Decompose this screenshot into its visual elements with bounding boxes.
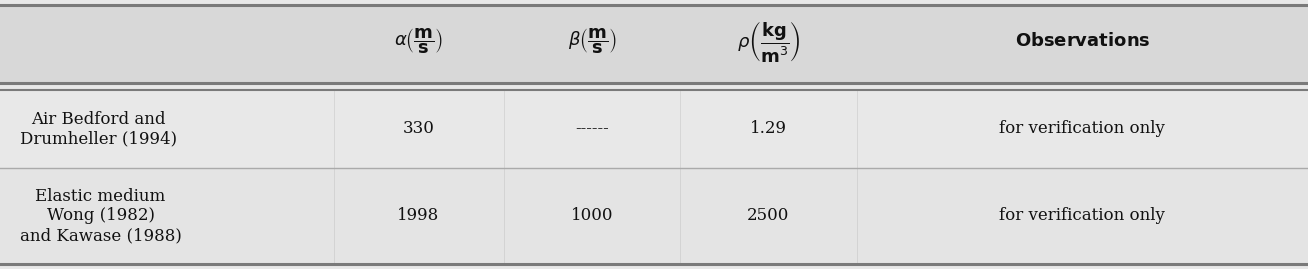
Text: $\mathbf{Observations}$: $\mathbf{Observations}$ [1015,33,1150,50]
Text: $\beta\left(\dfrac{\mathbf{m}}{\mathbf{s}}\right)$: $\beta\left(\dfrac{\mathbf{m}}{\mathbf{s… [568,27,616,56]
Text: $\rho\left(\dfrac{\mathbf{kg}}{\mathbf{m}^3}\right)$: $\rho\left(\dfrac{\mathbf{kg}}{\mathbf{m… [736,19,800,64]
Bar [0,168,1308,264]
Text: 1998: 1998 [398,207,439,224]
Text: ------: ------ [576,120,608,137]
Text: Elastic medium
Wong (1982)
and Kawase (1988): Elastic medium Wong (1982) and Kawase (1… [20,188,182,244]
Text: 2500: 2500 [747,207,790,224]
Text: 1.29: 1.29 [749,120,787,137]
Text: $\alpha\left(\dfrac{\mathbf{m}}{\mathbf{s}}\right)$: $\alpha\left(\dfrac{\mathbf{m}}{\mathbf{… [394,27,443,56]
Text: 330: 330 [403,120,434,137]
Bar [0,5,1308,83]
Text: Air Bedford and
Drumheller (1994): Air Bedford and Drumheller (1994) [20,111,177,147]
Text: for verification only: for verification only [999,207,1165,224]
Bar [0,83,1308,168]
Text: 1000: 1000 [570,207,613,224]
Text: for verification only: for verification only [999,120,1165,137]
